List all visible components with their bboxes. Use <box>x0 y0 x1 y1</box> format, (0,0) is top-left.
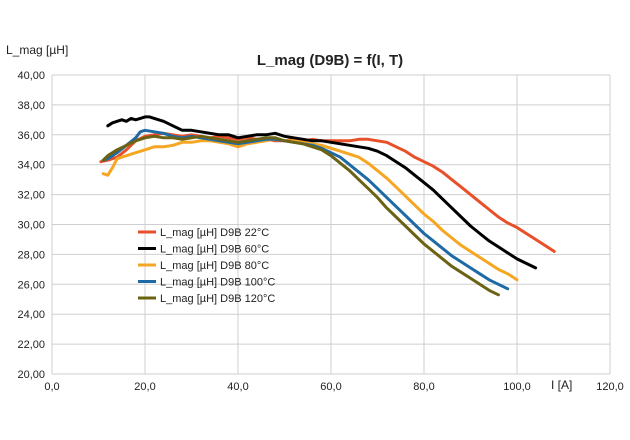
legend: L_mag [µH] D9B 22°C L_mag [µH] D9B 60°C L_… <box>138 227 275 305</box>
x-tick-labels: 0,0 20,0 40,0 60,0 80,0 100,0 120,0 <box>44 381 623 393</box>
y-tick-label: 40,00 <box>17 70 45 82</box>
x-tick-label: 40,0 <box>227 381 248 393</box>
x-tick-label: 120,0 <box>596 381 624 393</box>
x-tick-label: 80,0 <box>413 381 434 393</box>
series-line-2 <box>106 115 538 270</box>
x-tick-label: 0,0 <box>44 381 59 393</box>
series-line-5 <box>101 134 500 297</box>
legend-entry: L_mag [µH] D9B 60°C <box>160 244 269 256</box>
legend-entry: L_mag [µH] D9B 120°C <box>160 293 275 305</box>
legend-entry: L_mag [µH] D9B 22°C <box>160 227 269 239</box>
y-tick-label: 38,00 <box>17 100 45 112</box>
y-tick-label: 32,00 <box>17 190 45 202</box>
y-tick-label: 34,00 <box>17 160 45 172</box>
y-tick-label: 30,00 <box>17 220 45 232</box>
chart-title: L_mag (D9B) = f(I, T) <box>257 52 403 69</box>
y-tick-label: 20,00 <box>17 369 45 381</box>
y-tick-label: 22,00 <box>17 339 45 351</box>
y-tick-label: 28,00 <box>17 249 45 261</box>
y-tick-label: 26,00 <box>17 279 45 291</box>
x-axis-label: I [A] <box>551 378 572 392</box>
x-tick-label: 60,0 <box>320 381 341 393</box>
x-tick-label: 100,0 <box>503 381 531 393</box>
legend-entry: L_mag [µH] D9B 100°C <box>160 277 275 289</box>
y-tick-label: 36,00 <box>17 130 45 142</box>
y-tick-label: 24,00 <box>17 309 45 321</box>
y-tick-labels: 20,00 22,00 24,00 26,00 28,00 30,00 32,00 34,00… <box>17 70 45 381</box>
y-axis-label: L_mag [µH] <box>6 43 68 57</box>
series-lines <box>99 115 556 297</box>
x-tick-label: 20,0 <box>134 381 155 393</box>
legend-entry: L_mag [µH] D9B 80°C <box>160 260 269 272</box>
